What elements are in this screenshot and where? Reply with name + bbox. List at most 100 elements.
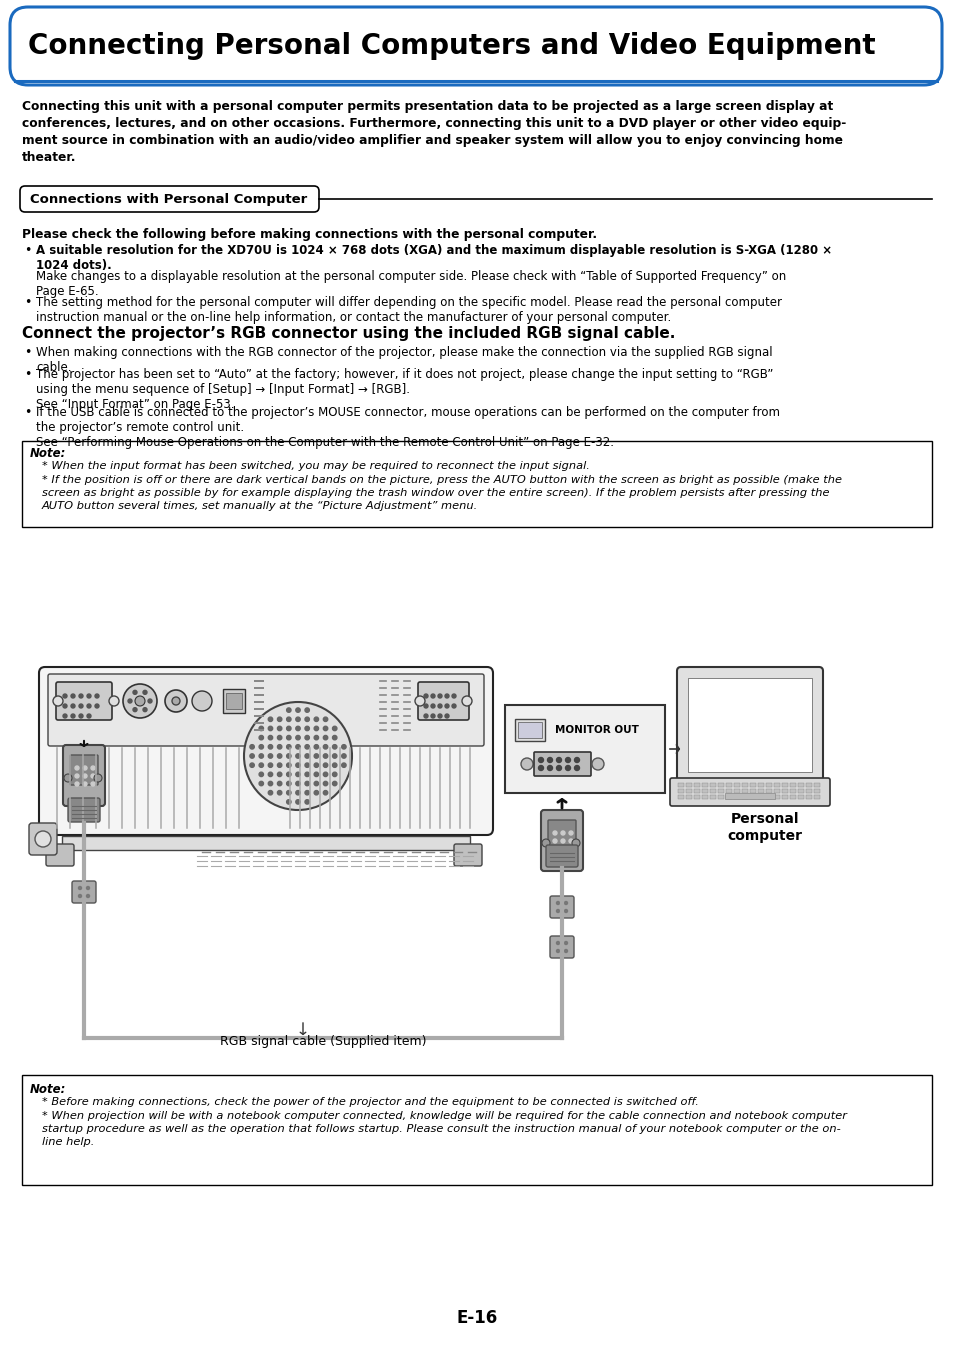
Circle shape [95, 704, 99, 708]
Circle shape [91, 766, 95, 770]
Circle shape [341, 763, 346, 767]
Text: Note:: Note: [30, 1082, 67, 1096]
Circle shape [295, 799, 300, 805]
Circle shape [341, 754, 346, 758]
Circle shape [314, 717, 318, 721]
Bar [758, 782, 763, 787]
Bar [789, 789, 795, 793]
Circle shape [79, 694, 83, 698]
Circle shape [259, 754, 263, 758]
Circle shape [286, 736, 291, 740]
Circle shape [79, 714, 83, 718]
Circle shape [259, 736, 263, 740]
Circle shape [295, 763, 300, 767]
Circle shape [87, 887, 90, 890]
Circle shape [277, 736, 281, 740]
Circle shape [277, 772, 281, 776]
Circle shape [452, 704, 456, 708]
Bar [515, 718, 544, 741]
Circle shape [286, 708, 291, 712]
Circle shape [135, 696, 145, 706]
Bar [758, 794, 763, 799]
Text: * Before making connections, check the power of the projector and the equipment : * Before making connections, check the p… [42, 1097, 699, 1107]
Circle shape [305, 708, 309, 712]
Circle shape [286, 717, 291, 721]
Circle shape [574, 758, 578, 763]
Bar [765, 794, 771, 799]
Circle shape [268, 772, 273, 776]
Circle shape [286, 727, 291, 731]
Circle shape [333, 754, 336, 758]
Circle shape [277, 790, 281, 795]
Circle shape [53, 696, 63, 706]
Bar [685, 789, 691, 793]
Circle shape [305, 727, 309, 731]
Bar [749, 782, 755, 787]
Circle shape [91, 782, 95, 786]
Text: Connections with Personal Computer: Connections with Personal Computer [30, 193, 307, 205]
Circle shape [556, 949, 558, 953]
Circle shape [452, 694, 456, 698]
Bar [709, 782, 716, 787]
Bar [749, 789, 755, 793]
Circle shape [295, 717, 300, 721]
Circle shape [87, 895, 90, 898]
Circle shape [547, 758, 552, 763]
Bar [789, 782, 795, 787]
Circle shape [75, 766, 79, 770]
FancyBboxPatch shape [10, 7, 941, 85]
Circle shape [333, 772, 336, 776]
Circle shape [268, 736, 273, 740]
Circle shape [259, 727, 263, 731]
Circle shape [568, 830, 573, 834]
Circle shape [295, 772, 300, 776]
Text: A suitable resolution for the XD70U is 1024 × 768 dots (XGA) and the maximum dis: A suitable resolution for the XD70U is 1… [36, 244, 831, 272]
FancyBboxPatch shape [48, 674, 483, 745]
FancyBboxPatch shape [534, 752, 590, 776]
Bar [701, 789, 707, 793]
Circle shape [132, 708, 137, 712]
Bar [517, 723, 541, 737]
Text: Make changes to a displayable resolution at the personal computer side. Please c: Make changes to a displayable resolution… [36, 270, 785, 298]
FancyBboxPatch shape [540, 810, 582, 871]
Circle shape [250, 763, 254, 767]
Bar [693, 789, 700, 793]
FancyBboxPatch shape [454, 844, 481, 865]
Circle shape [71, 704, 75, 708]
Bar [22, 1074, 931, 1185]
Circle shape [560, 830, 564, 834]
Circle shape [63, 704, 67, 708]
Circle shape [259, 763, 263, 767]
Text: E-16: E-16 [456, 1309, 497, 1326]
Circle shape [259, 772, 263, 776]
Circle shape [553, 847, 557, 851]
Bar [701, 782, 707, 787]
Bar [805, 794, 811, 799]
Circle shape [415, 696, 424, 706]
Bar [724, 793, 774, 799]
Bar [773, 789, 780, 793]
FancyBboxPatch shape [70, 755, 98, 785]
Circle shape [461, 696, 472, 706]
Circle shape [305, 736, 309, 740]
Circle shape [286, 744, 291, 749]
Circle shape [323, 763, 328, 767]
Circle shape [268, 790, 273, 795]
FancyBboxPatch shape [56, 682, 112, 720]
Circle shape [83, 766, 87, 770]
Circle shape [148, 700, 152, 704]
Circle shape [444, 694, 449, 698]
Text: * When the input format has been switched, you may be required to reconnect the : * When the input format has been switche… [42, 461, 589, 470]
Bar [685, 782, 691, 787]
Bar [765, 782, 771, 787]
Bar [741, 789, 747, 793]
Circle shape [277, 727, 281, 731]
FancyBboxPatch shape [29, 824, 57, 855]
Circle shape [268, 717, 273, 721]
Circle shape [286, 754, 291, 758]
Circle shape [95, 694, 99, 698]
Bar [725, 794, 731, 799]
Circle shape [305, 799, 309, 805]
Bar [709, 789, 716, 793]
FancyBboxPatch shape [39, 667, 493, 834]
